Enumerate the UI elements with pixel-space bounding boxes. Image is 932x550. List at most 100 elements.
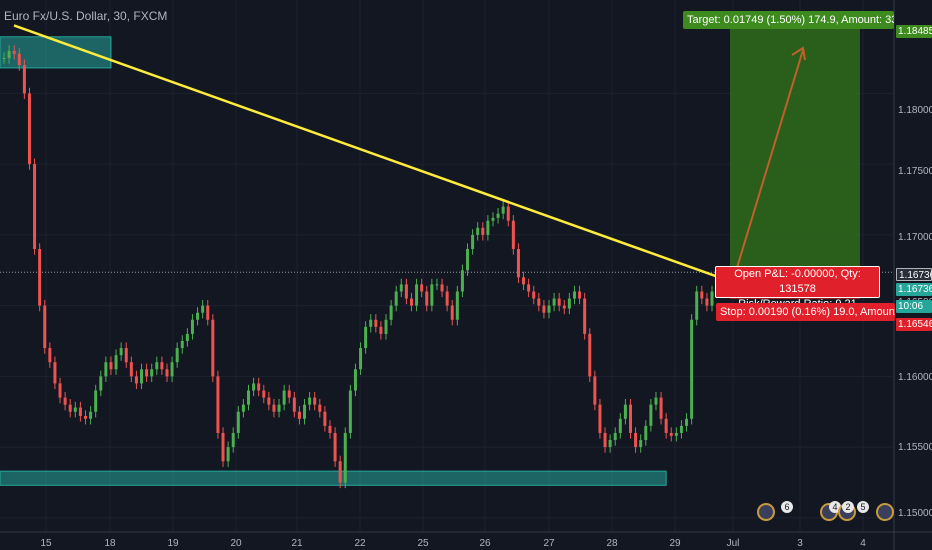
candle-body <box>481 227 485 235</box>
candle-body <box>185 333 189 341</box>
candle-body <box>165 369 169 377</box>
candle-body <box>216 376 220 433</box>
candle-body <box>593 376 597 405</box>
candle-body <box>522 277 526 285</box>
candle-body <box>440 284 444 292</box>
candle-body <box>226 447 230 462</box>
candle-body <box>460 270 464 292</box>
y-tick: 1.15500 <box>898 442 932 453</box>
y-tick: 1.15000 <box>898 508 932 519</box>
candle-body <box>404 284 408 299</box>
x-tick: 22 <box>354 538 366 549</box>
candle-body <box>409 298 413 306</box>
candle-body <box>710 291 714 306</box>
candle-body <box>690 319 694 419</box>
candle-body <box>466 249 470 271</box>
open-pl-box[interactable]: Open P&L: -0.00000, Qty: 131578 Risk/Rew… <box>715 266 880 310</box>
x-tick: 20 <box>230 538 242 549</box>
stop-price-label: 1.16546 <box>896 318 932 331</box>
candle-body <box>17 53 21 66</box>
target-info-box[interactable]: Target: 0.01749 (1.50%) 174.9, Amount: 3… <box>683 11 894 29</box>
candle-body <box>695 291 699 320</box>
candle-body <box>435 284 439 286</box>
candle-body <box>333 432 337 462</box>
candle-body <box>532 291 536 299</box>
candle-body <box>53 362 57 384</box>
entry-price-label: 1.16736 <box>896 283 932 296</box>
candle-body <box>664 418 668 433</box>
candle-body <box>639 440 643 448</box>
candle-body <box>578 291 582 299</box>
event-count-badge: 5 <box>857 501 869 513</box>
projection-arrow-head <box>791 46 806 61</box>
candle-body <box>450 305 454 320</box>
candle-body <box>221 432 225 462</box>
candle-body <box>170 362 174 377</box>
candle-body <box>241 404 245 412</box>
y-tick: 1.17000 <box>898 232 932 243</box>
candle-body <box>89 411 93 419</box>
candle-body <box>562 305 566 309</box>
candle-body <box>629 404 633 433</box>
candle-body <box>27 93 31 165</box>
candle-body <box>634 432 638 448</box>
candle-body <box>608 440 612 448</box>
candle-body <box>308 397 312 405</box>
stop-info-box[interactable]: Stop: 0.00190 (0.16%) 19.0, Amount: 750 <box>716 303 895 321</box>
candle-body <box>389 305 393 320</box>
candle-body <box>496 213 500 218</box>
x-tick: 3 <box>797 538 803 549</box>
candle-body <box>527 284 531 292</box>
candle-body <box>150 369 154 377</box>
candle-body <box>180 340 184 349</box>
candle-body <box>78 407 82 416</box>
candle-body <box>114 355 118 370</box>
candle-body <box>364 326 368 349</box>
candle-body <box>674 432 678 436</box>
candle-body <box>231 432 235 448</box>
countdown-label: 10:06 <box>896 300 932 313</box>
candle-body <box>272 404 276 412</box>
candle-body <box>277 404 281 412</box>
candle-body <box>2 58 6 60</box>
candle-body <box>348 390 352 433</box>
candle-body <box>623 404 627 419</box>
candle-body <box>257 383 261 391</box>
candle-body <box>572 291 576 299</box>
candle-body <box>22 65 26 94</box>
event-flag-icon[interactable] <box>876 503 894 521</box>
candle-body <box>506 206 510 221</box>
x-tick: 21 <box>291 538 303 549</box>
symbol-title[interactable]: Euro Fx/U.S. Dollar, 30, FXCM <box>4 9 168 23</box>
candle-body <box>262 390 266 398</box>
candle-body <box>583 298 587 334</box>
candle-body <box>73 407 77 412</box>
x-tick: 29 <box>669 538 681 549</box>
candle-body <box>236 411 240 433</box>
candle-body <box>211 319 215 377</box>
candle-body <box>7 50 11 59</box>
candle-body <box>338 461 342 483</box>
candle-body <box>134 376 138 384</box>
candle-body <box>206 305 210 320</box>
candle-body <box>140 369 144 384</box>
crosshair-price-label: 1.16736 <box>896 268 932 281</box>
candle-body <box>659 397 663 419</box>
candle-body <box>384 319 388 334</box>
candle-body <box>603 432 607 448</box>
candle-body <box>38 249 42 306</box>
candle-body <box>685 418 689 426</box>
candle-body <box>542 305 546 313</box>
candle-body <box>63 397 67 405</box>
candle-body <box>68 404 72 412</box>
candle-body <box>654 397 658 405</box>
support-resistance-zone <box>0 470 667 486</box>
candle-body <box>353 369 357 391</box>
candle-body <box>129 362 133 377</box>
event-flag-icon[interactable] <box>757 503 775 521</box>
candle-body <box>705 298 709 306</box>
candle-body <box>287 390 291 398</box>
candle-body <box>359 348 363 370</box>
trendline <box>13 24 743 287</box>
